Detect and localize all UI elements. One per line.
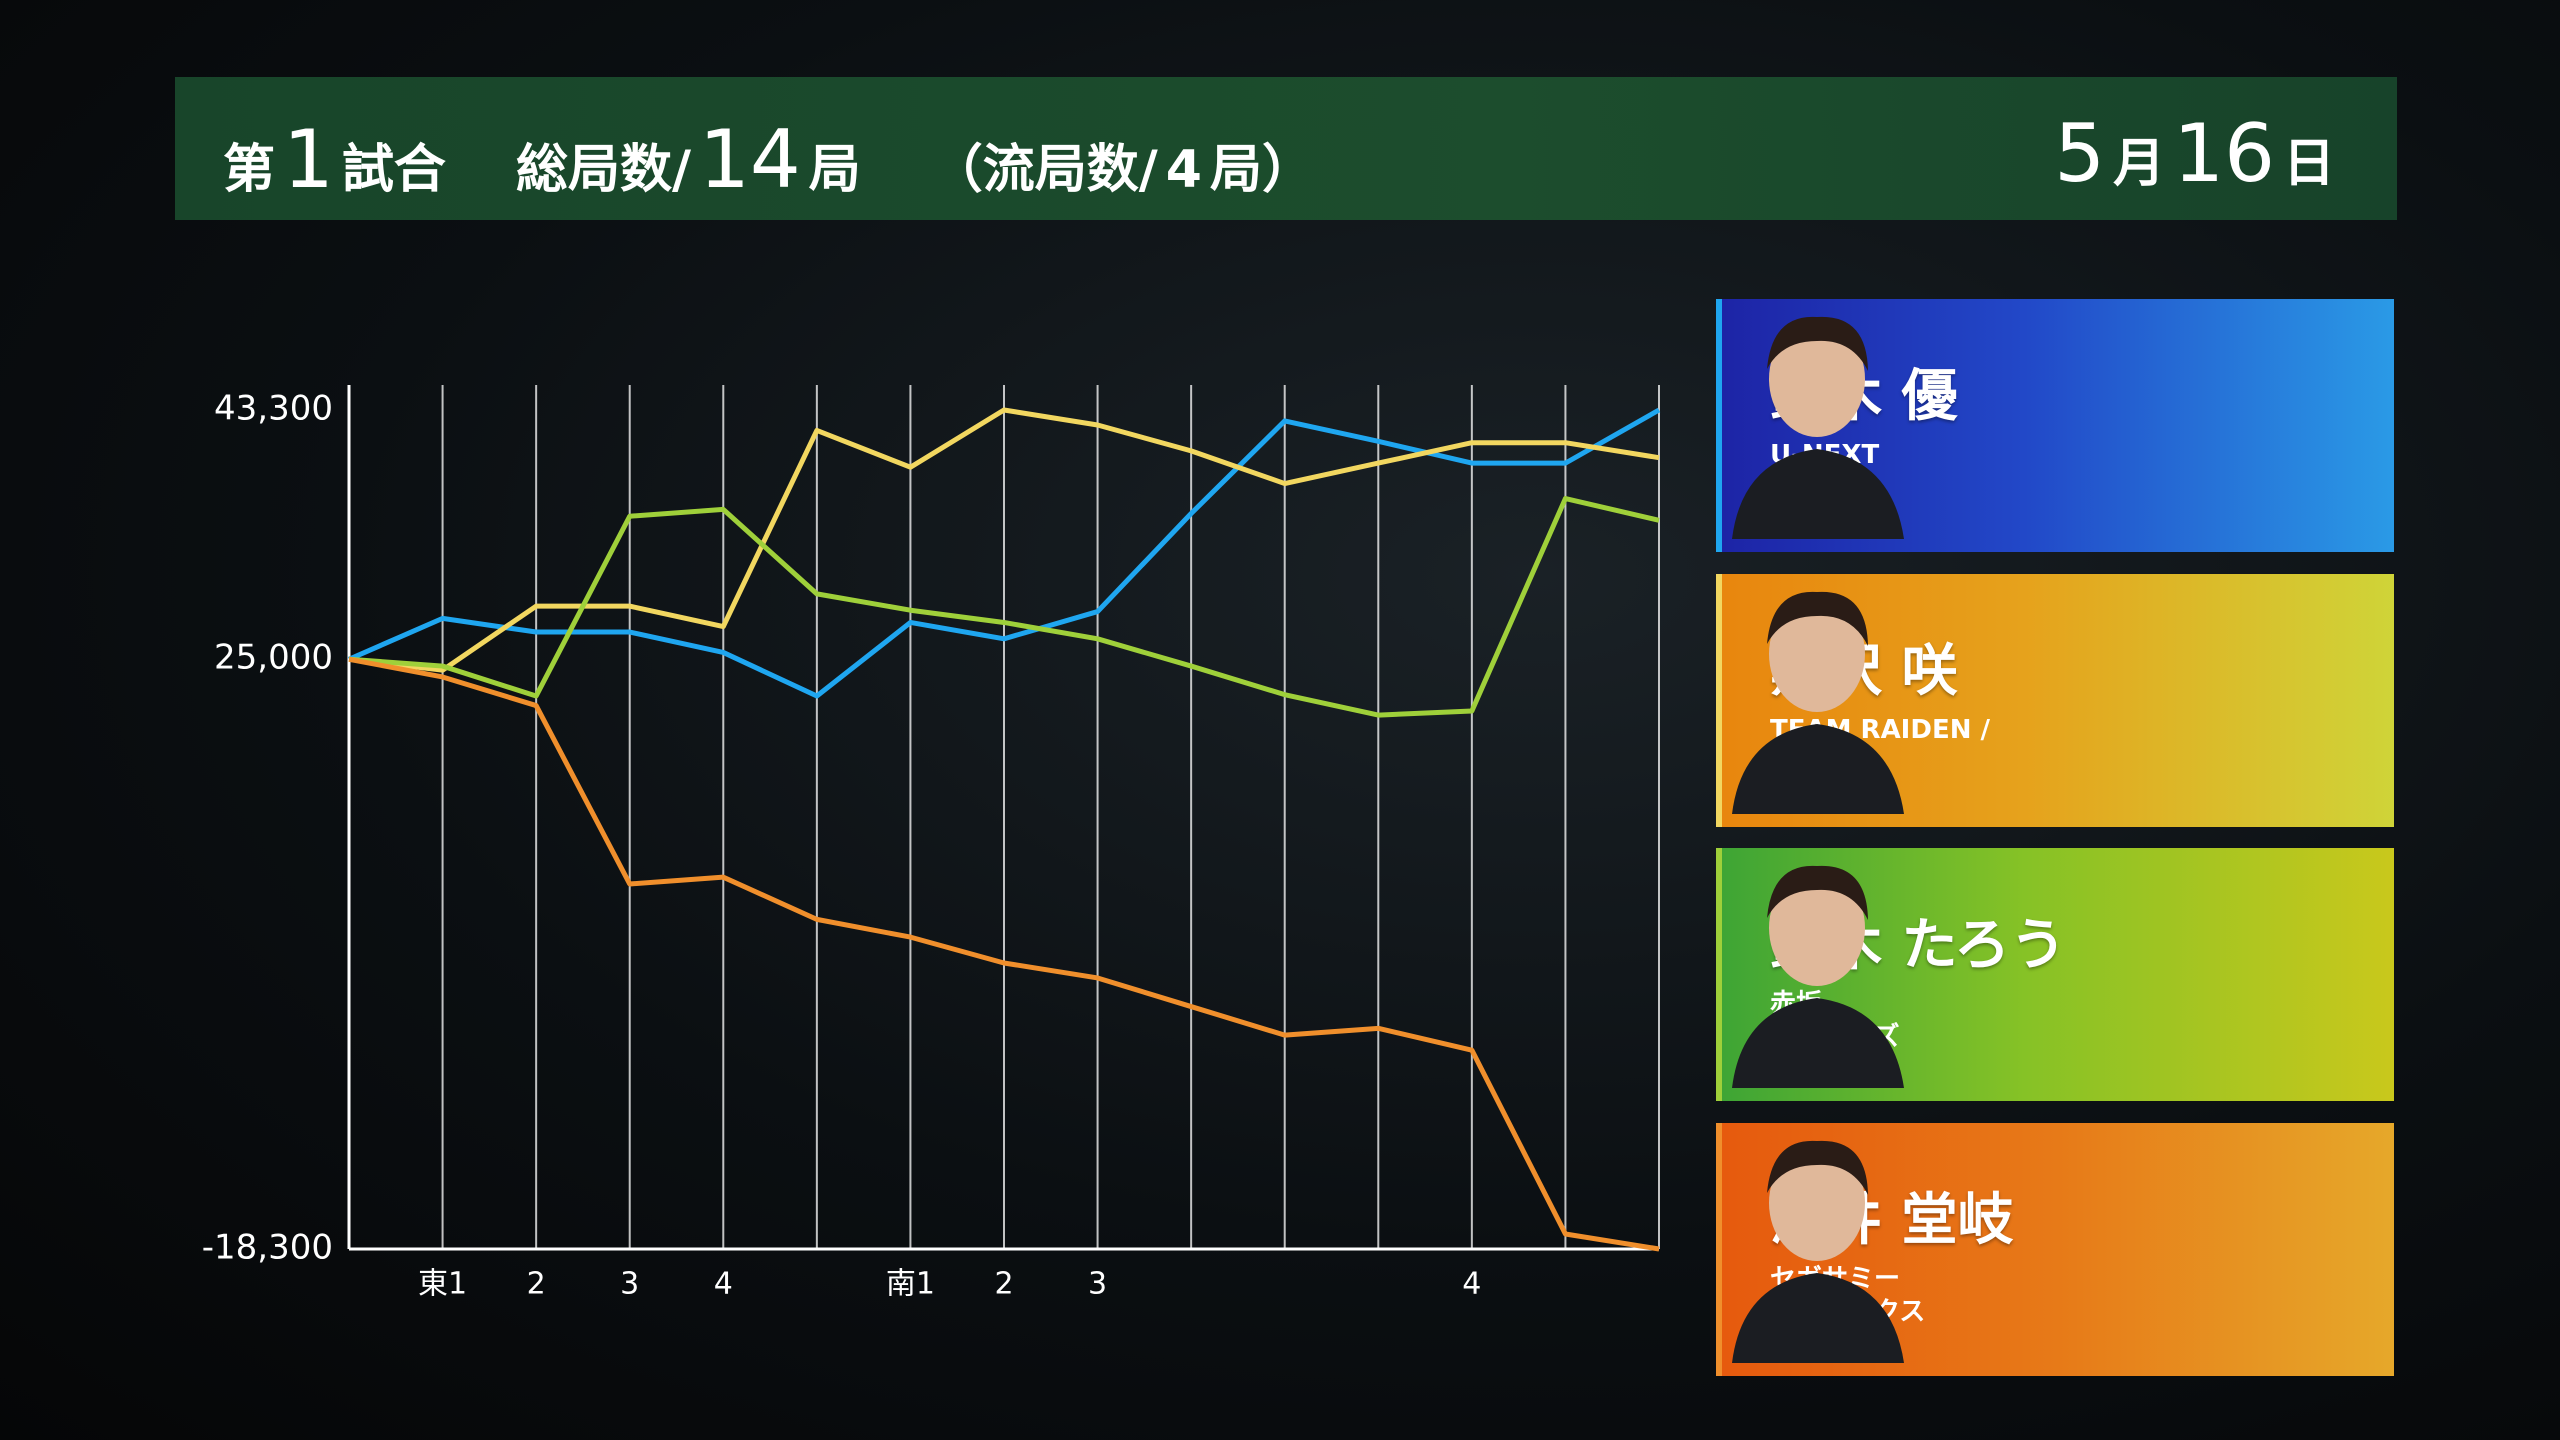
shirt [1732,449,1904,539]
match-date: 5 月 16 日 [2046,77,2335,220]
header-bar: 第 1 試合 総局数 / 14 局 （流局数 / 4 局） 5 月 16 日 [175,77,2397,220]
x-tick-label: 東1 [418,1267,467,1302]
date-number: 5 [2054,107,2106,200]
header-number: 4 [1165,140,1202,200]
series-line [348,407,1660,673]
player-photo [1732,591,1904,814]
player-panel: 鈴木 たろう赤坂ドリブンズ [1716,848,2394,1101]
face [1769,595,1865,712]
x-tick-label: 2 [527,1267,546,1302]
y-tick-label: 43,300 [214,389,333,429]
player-photo [1732,1140,1904,1363]
series-line [348,656,1660,1252]
x-tick-label: 4 [714,1267,733,1302]
player-panel: 浅井 堂岐セガサミーフェニックス [1716,1122,2394,1376]
x-tick-label: 4 [1462,1267,1481,1302]
header-number: 14 [698,113,801,206]
hair [1767,316,1868,371]
x-tick-label: 3 [1088,1267,1107,1302]
header-number: 1 [283,113,334,206]
y-tick-label: 25,000 [214,638,333,678]
hair [1767,865,1868,920]
header-text: / [1138,140,1158,200]
player-panel: 鈴木 優U-NEXTPirates [1716,299,2394,552]
shirt [1732,723,1904,814]
hair [1767,591,1868,646]
header-text: 試合 [341,140,446,200]
match-info: 第 1 試合 総局数 / 14 局 （流局数 / 4 局） [223,77,1314,220]
x-tick-label: 3 [620,1267,639,1302]
x-tick-label: 2 [994,1267,1013,1302]
y-tick-label: -18,300 [202,1228,333,1268]
face [1769,321,1865,437]
date-text: 日 [2282,134,2335,194]
header-text: （流局数 [930,140,1139,200]
header-text: 局） [1209,140,1314,200]
header-text: 第 [223,140,276,200]
date-number: 16 [2173,107,2275,200]
player-photo [1732,316,1904,539]
header-text: 局 [808,140,861,200]
header-text: 総局数 [515,140,672,200]
face [1769,1144,1865,1261]
face [1769,870,1865,986]
date-text: 月 [2113,134,2166,194]
header-text: / [671,140,691,200]
shirt [1732,1272,1904,1363]
shirt [1732,998,1904,1088]
hair [1767,1140,1868,1195]
series-line [348,496,1660,718]
x-tick-label: 南1 [886,1267,935,1302]
player-photo [1732,865,1904,1088]
